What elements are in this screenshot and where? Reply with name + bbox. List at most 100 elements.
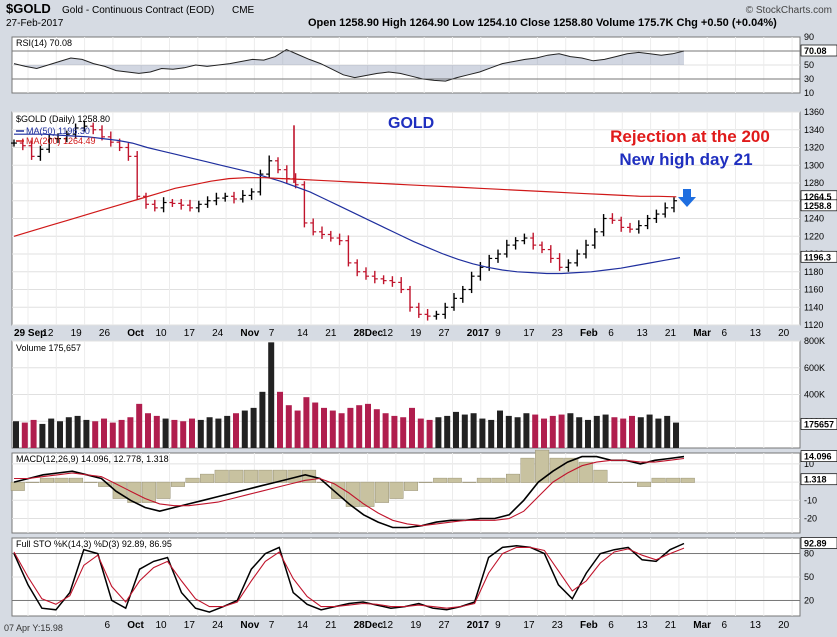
bottom-x-axis-label: Feb	[580, 620, 598, 631]
ma200-price-tag-label: 1264.5	[804, 192, 832, 202]
price-bar	[433, 310, 440, 320]
volume-bar	[391, 415, 398, 448]
price-tick-label: 1340	[804, 125, 824, 135]
price-bar	[90, 122, 97, 135]
volume-bar	[250, 407, 257, 448]
price-bar	[266, 155, 273, 179]
stochastic-tick-label: 50	[804, 572, 814, 582]
volume-bar	[224, 415, 231, 448]
volume-bar	[74, 415, 81, 448]
macd-histogram-bar	[389, 481, 404, 499]
volume-bar	[180, 421, 187, 448]
volume-bar	[171, 419, 178, 448]
macd-histogram-bar	[491, 477, 506, 483]
price-bar	[222, 192, 229, 202]
macd-current-tag-label: 14.096	[804, 452, 832, 462]
volume-bar	[373, 409, 380, 448]
bottom-x-axis-label: 17	[184, 620, 196, 631]
volume-bar	[461, 414, 468, 448]
x-axis-label: 12	[382, 328, 394, 339]
stochastic-tick-label: 20	[804, 595, 814, 605]
volume-bar	[664, 415, 671, 448]
volume-bar	[585, 419, 591, 448]
x-axis-label: 26	[99, 328, 111, 339]
rsi-tick-label: 50	[804, 60, 814, 70]
bottom-x-axis-label: 13	[750, 620, 762, 631]
x-axis-label: 6	[608, 328, 614, 339]
arrow-down-icon	[678, 189, 696, 207]
macd-histogram-bar	[141, 481, 156, 503]
price-tick-label: 1180	[804, 267, 823, 277]
bottom-x-axis-label: Mar	[693, 620, 711, 631]
volume-bar	[646, 414, 653, 448]
price-bar	[583, 239, 589, 259]
volume-bar	[312, 402, 319, 448]
volume-bar	[470, 413, 477, 448]
x-axis-label: Mar	[693, 328, 711, 339]
volume-bar	[65, 417, 72, 448]
price-bar	[363, 267, 369, 280]
macd-histogram-bar	[112, 481, 127, 499]
bottom-x-axis-label: 12	[382, 620, 394, 631]
macd-histogram-bar	[272, 469, 287, 483]
price-bar	[310, 218, 317, 236]
x-axis-label: 9	[495, 328, 501, 339]
x-axis-label: 17	[523, 328, 535, 339]
price-tick-label: 1240	[804, 214, 824, 224]
price-bar	[547, 245, 554, 263]
macd-histogram-bar	[520, 457, 535, 483]
x-axis-label: 20	[778, 328, 790, 339]
volume-current-tag	[800, 418, 837, 430]
price-bar	[539, 241, 545, 254]
price-tick-label: 1140	[804, 302, 823, 312]
macd-tick-label: -10	[804, 495, 817, 505]
bottom-x-axis-label: 2017	[467, 620, 490, 631]
price-bar	[160, 197, 167, 213]
quote-line: Open 1258.90 High 1264.90 Low 1254.10 Cl…	[308, 17, 777, 29]
bottom-x-axis-label: 7	[269, 620, 275, 631]
price-bar	[415, 302, 422, 318]
macd-histogram-bar	[637, 481, 652, 487]
symbol: $GOLD	[6, 1, 51, 16]
bottom-x-axis-label: 6	[722, 620, 728, 631]
macd-histogram-bar	[10, 481, 25, 491]
bottom-x-axis-label: 17	[523, 620, 535, 631]
price-tick-label: 1300	[804, 160, 824, 170]
price-bar	[371, 270, 378, 284]
x-axis-label: 2017	[467, 328, 490, 339]
stochastic-current-tag-label: 92.89	[804, 538, 827, 548]
macd-histogram-bar	[564, 457, 579, 483]
price-bar	[512, 237, 519, 250]
price-bar	[248, 188, 255, 200]
price-bar	[275, 157, 281, 174]
rsi-tick-label: 90	[804, 32, 814, 42]
bottom-x-axis-label: 28Dec	[354, 620, 384, 631]
volume-bar	[145, 413, 151, 448]
price-title: $GOLD (Daily) 1258.80	[16, 114, 110, 124]
volume-bar	[523, 413, 530, 448]
volume-bar	[549, 415, 556, 448]
x-axis-label: 14	[297, 328, 309, 339]
gold-label: GOLD	[388, 115, 434, 132]
price-bar	[37, 145, 44, 161]
rsi-tick-label: 10	[804, 88, 814, 98]
macd-histogram-bar	[374, 481, 389, 503]
bottom-x-axis-label: 20	[778, 620, 790, 631]
price-bar	[530, 232, 537, 250]
price-bar	[591, 228, 598, 249]
x-axis-label: 7	[269, 328, 275, 339]
ma50-price-tag	[800, 250, 837, 263]
stochastic-current-tag	[800, 537, 837, 549]
bottom-x-axis-label: 19	[410, 620, 422, 631]
volume-bar	[162, 418, 169, 448]
macd-histogram-bar	[622, 481, 637, 483]
ma50-line	[14, 133, 681, 275]
bottom-x-axis-label: 9	[495, 620, 501, 631]
volume-bar	[101, 418, 107, 448]
volume-tick-label: 600K	[804, 363, 825, 373]
volume-bar	[435, 417, 442, 448]
x-axis-label: 19	[410, 328, 422, 339]
volume-bar	[241, 410, 248, 448]
bottom-x-axis-label: Oct	[127, 620, 144, 631]
